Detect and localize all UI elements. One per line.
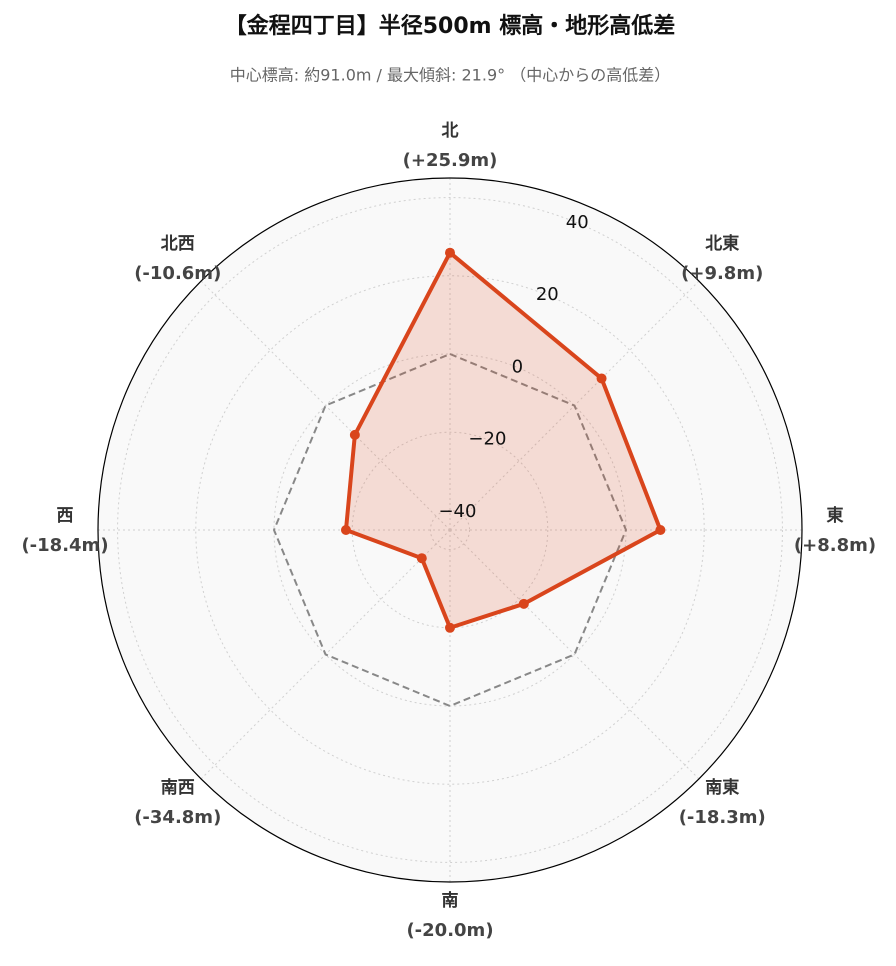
grid-circle [351, 431, 549, 629]
grid-circle [429, 509, 471, 551]
point [655, 525, 666, 535]
category-label: 南西 [161, 777, 195, 798]
point [445, 622, 455, 633]
value-label: (+25.9m) [403, 150, 498, 171]
r-tick-label: −40 [438, 501, 476, 522]
point [349, 429, 360, 440]
point [340, 525, 351, 535]
category-label: 南東 [705, 777, 739, 798]
baseline-line [272, 352, 628, 708]
category-label: 西 [57, 506, 74, 526]
r-tick-label: 40 [566, 212, 589, 233]
category-label: 南 [442, 890, 459, 911]
value-label: (+8.8m) [794, 535, 876, 556]
r-tick-label: 20 [536, 284, 559, 305]
r-tick-label: 0 [512, 356, 523, 377]
r-tick-label: −20 [468, 429, 506, 450]
point [596, 373, 607, 384]
point [416, 553, 427, 564]
category-label: 北西 [161, 234, 195, 254]
value-label: (-34.8m) [134, 807, 221, 828]
point [445, 247, 455, 258]
value-label: (-20.0m) [406, 920, 493, 941]
point [518, 598, 529, 609]
chart-subtitle: 中心標高: 約91.0m / 最大傾斜: 21.9° （中心からの高低差） [230, 66, 670, 85]
value-label: (-18.4m) [21, 535, 108, 556]
chart-title: 【金程四丁目】半径500m 標高・地形高低差 [225, 13, 676, 39]
grid-circle [195, 275, 705, 785]
value-label: (-10.6m) [134, 263, 221, 284]
category-label: 東 [827, 505, 844, 526]
spoke [200, 280, 451, 531]
category-label: 北 [442, 121, 459, 141]
value-label: (+9.8m) [681, 263, 763, 284]
grid-circle [117, 197, 783, 863]
outer-circle [97, 177, 803, 883]
value-label: (-18.3m) [679, 807, 766, 828]
category-label: 北東 [705, 233, 739, 254]
spoke [449, 529, 700, 780]
area [345, 252, 661, 628]
